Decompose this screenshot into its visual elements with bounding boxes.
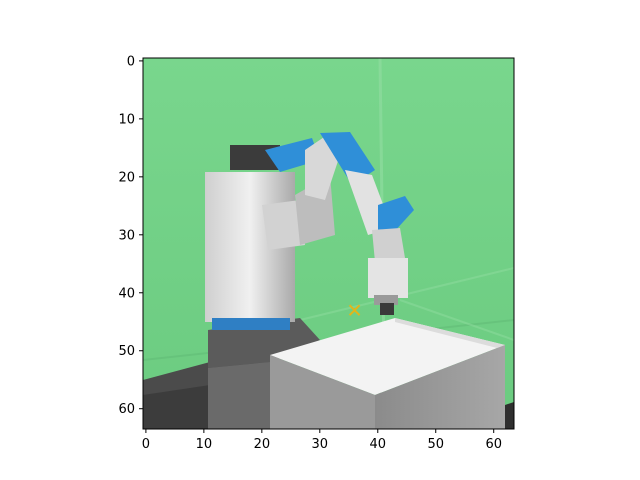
y-tick-label: 0 [127,54,135,69]
y-tick-label: 20 [118,170,135,185]
y-tick-label: 10 [118,112,135,127]
y-tick-label: 60 [118,402,135,417]
x-axis-ticks: 0 10 20 30 40 50 60 [142,429,502,452]
x-tick-label: 40 [370,437,387,452]
robot-scene-image [143,58,514,429]
y-tick-label: 30 [118,228,135,243]
y-tick-label: 50 [118,344,135,359]
x-tick-label: 10 [196,437,213,452]
x-tick-label: 60 [485,437,502,452]
x-tick-label: 20 [254,437,271,452]
x-tick-label: 50 [427,437,444,452]
axes-frame [142,57,515,430]
target-x-marker [348,304,361,316]
x-tick-label: 0 [142,437,150,452]
y-tick-label: 40 [118,286,135,301]
x-tick-label: 30 [312,437,329,452]
y-axis-ticks: 0 10 20 30 40 50 60 [118,54,143,417]
